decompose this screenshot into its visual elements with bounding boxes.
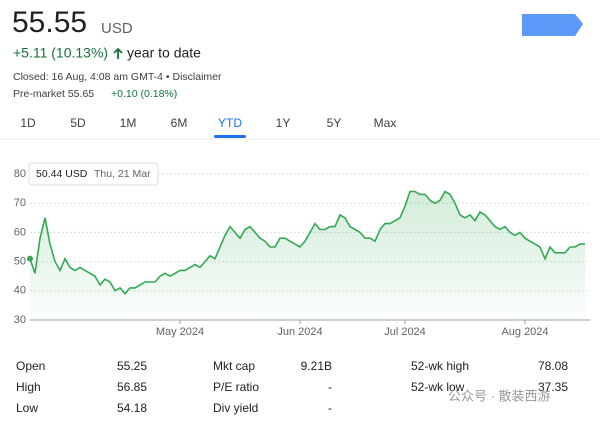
- currency: USD: [101, 20, 133, 37]
- price-area: [30, 191, 585, 320]
- stat-label: Mkt cap: [213, 359, 255, 373]
- premarket: Pre-market 55.65: [13, 88, 94, 100]
- stat-value: 78.08: [538, 359, 568, 373]
- tooltip-price: 50.44 USD: [36, 168, 88, 180]
- tab[interactable]: Max: [374, 116, 397, 130]
- x-tick-label: May 2024: [156, 326, 204, 338]
- stat-value: 54.18: [117, 401, 147, 415]
- blurred-badge: [522, 14, 583, 36]
- stat-label: Open: [16, 359, 45, 373]
- stat-label: 52-wk low: [411, 380, 465, 394]
- stat-label: High: [16, 380, 41, 394]
- tab[interactable]: 5D: [70, 116, 86, 130]
- price-line: [29, 190, 585, 295]
- stat-value: -: [328, 401, 332, 415]
- tab[interactable]: 1M: [120, 116, 137, 130]
- stat-value: 37.35: [538, 380, 568, 394]
- tab[interactable]: 1Y: [276, 116, 291, 130]
- watermark: 公众号 · 散装西游: [448, 388, 551, 403]
- tooltip-box: [28, 162, 159, 186]
- premarket-change: +0.10 (0.18%): [111, 88, 177, 100]
- stat-value: 56.85: [117, 380, 147, 394]
- stat-label: 52-wk high: [411, 359, 469, 373]
- hover-dot: [27, 255, 33, 262]
- active-tab-indicator: [214, 135, 246, 138]
- stat-label: P/E ratio: [213, 380, 259, 394]
- closed-info: Closed: 16 Aug, 4:08 am GMT-4 • Disclaim…: [13, 71, 222, 83]
- stat-label: Div yield: [213, 401, 258, 415]
- stat-value: 9.21B: [301, 359, 332, 373]
- stat-label: Low: [16, 401, 38, 415]
- tab[interactable]: 5Y: [327, 116, 342, 130]
- x-tick-label: Jun 2024: [277, 326, 322, 338]
- up-arrow: [113, 47, 123, 59]
- price: 55.55: [12, 6, 87, 39]
- x-tick-label: Jul 2024: [384, 326, 426, 338]
- x-tick-label: Aug 2024: [501, 326, 548, 338]
- tab[interactable]: 1D: [20, 116, 36, 130]
- period: year to date: [127, 45, 201, 61]
- y-tick-label: 50: [14, 256, 26, 268]
- y-tick-label: 30: [14, 314, 26, 326]
- stat-value: 55.25: [117, 359, 147, 373]
- y-tick-label: 70: [14, 197, 26, 209]
- tab[interactable]: 6M: [171, 116, 188, 130]
- tab[interactable]: YTD: [218, 116, 242, 130]
- tooltip-date: Thu, 21 Mar: [94, 168, 151, 180]
- y-tick-label: 60: [14, 226, 26, 238]
- stat-value: -: [328, 380, 332, 394]
- y-tick-label: 40: [14, 285, 26, 297]
- change: +5.11 (10.13%): [13, 45, 108, 61]
- y-tick-label: 80: [14, 168, 26, 180]
